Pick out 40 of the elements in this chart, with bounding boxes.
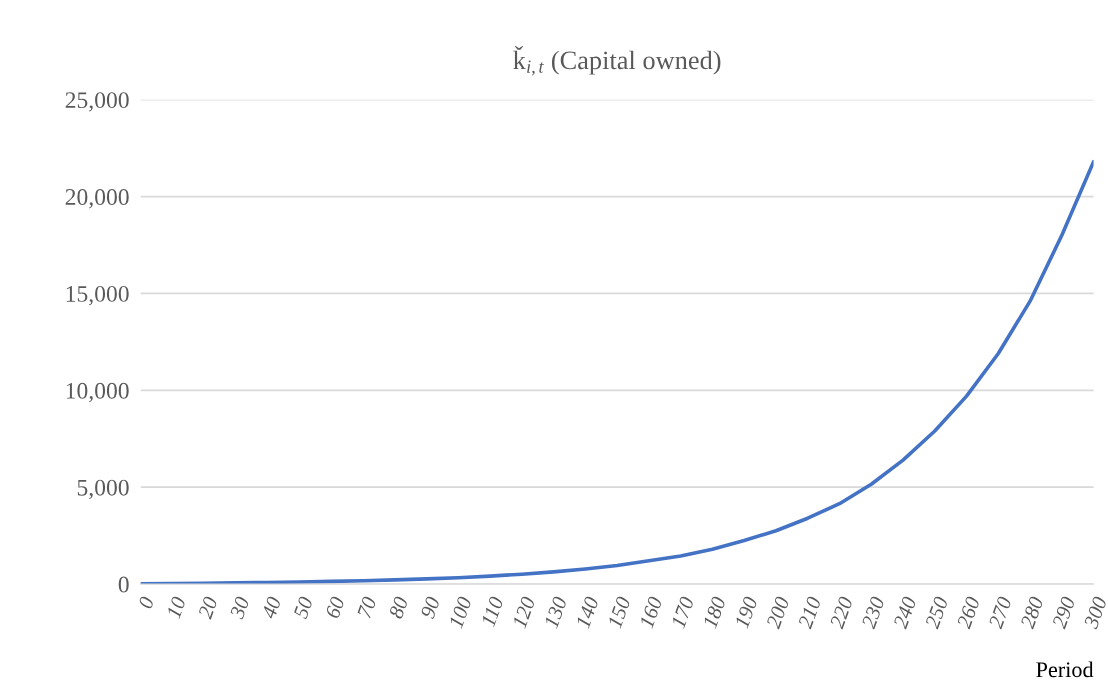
- x-tick-label: 100: [448, 595, 473, 629]
- y-tick-label: 20,000: [65, 189, 129, 209]
- x-tick-label: 170: [670, 595, 695, 629]
- x-tick-label: 30: [229, 595, 250, 620]
- x-tick-label: 260: [956, 595, 981, 630]
- x-tick-label: 210: [797, 595, 822, 630]
- x-tick-label: 200: [765, 595, 790, 630]
- x-tick-label: 240: [892, 595, 917, 630]
- x-tick-label: 270: [988, 595, 1012, 630]
- x-tick-label: 120: [512, 595, 536, 629]
- y-tick-label: 0: [118, 576, 129, 593]
- x-tick-label: 160: [639, 595, 663, 629]
- x-tick-label: 20: [197, 595, 218, 620]
- x-tick-label: 50: [293, 595, 314, 620]
- line-series: [140, 159, 1094, 585]
- x-axis-title: Period: [1036, 661, 1094, 678]
- x-tick-label: 250: [924, 595, 949, 630]
- x-tick-label: 70: [356, 595, 377, 619]
- x-tick-label: 110: [480, 595, 504, 628]
- x-tick-label: 220: [829, 595, 854, 630]
- x-tick-label: 60: [325, 595, 345, 619]
- x-tick-label: 90: [420, 595, 441, 620]
- chart-title: ǩ$_{i,t}$ (Capital owned): [513, 45, 721, 76]
- y-tick-label: 10,000: [66, 382, 129, 403]
- x-tick-label: 280: [1019, 595, 1044, 630]
- x-tick-label: 0: [137, 595, 155, 610]
- y-tick-label: 25,000: [65, 92, 129, 112]
- y-tick-label: 15,000: [66, 285, 129, 306]
- x-tick-label: 140: [575, 595, 600, 629]
- x-tick-label: 190: [734, 595, 758, 629]
- x-tick-label: 180: [702, 595, 727, 629]
- x-tick-label: 130: [543, 595, 568, 629]
- x-tick-label: 230: [861, 595, 885, 630]
- x-tick-label: 40: [261, 595, 282, 620]
- x-tick-label: 290: [1051, 595, 1076, 630]
- x-tick-label: 150: [607, 595, 631, 629]
- x-tick-label: 300: [1083, 595, 1108, 630]
- x-tick-label: 80: [388, 595, 409, 620]
- y-tick-label: 5,000: [77, 479, 129, 500]
- x-tick-label: 10: [166, 595, 187, 620]
